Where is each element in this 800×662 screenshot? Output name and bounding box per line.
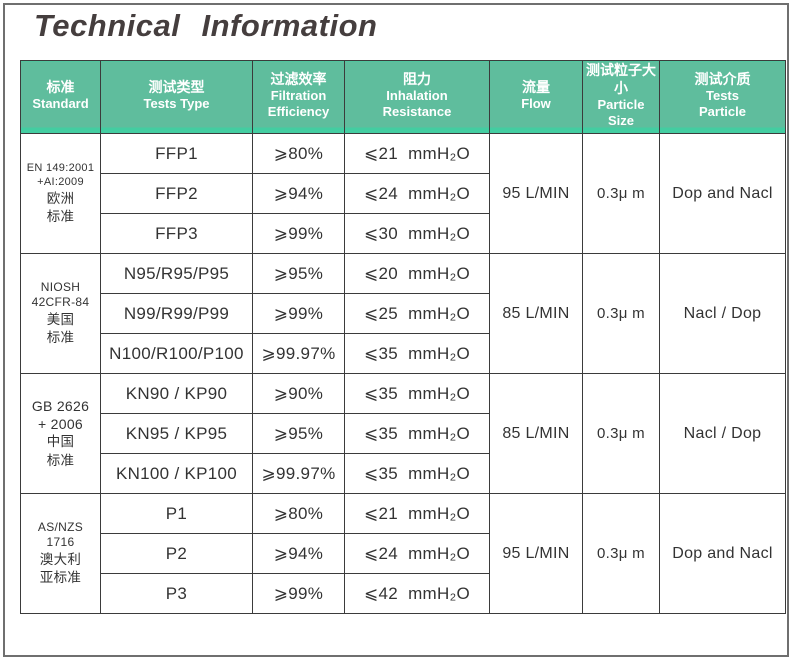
flow-cell: 95 L/MIN: [489, 133, 583, 254]
resistance-cell: ⩽35 mmH₂O: [344, 453, 490, 494]
standard-code: EN 149:2001 +AI:2009: [26, 161, 95, 189]
flow-cell: 95 L/MIN: [489, 493, 583, 614]
standard-code: GB 2626 + 2006: [31, 398, 90, 433]
test-particle-cell: Nacl / Dop: [659, 373, 786, 494]
table-row: EN 149:2001 +AI:2009 欧洲 标准 FFP1 ⩾80% ⩽21…: [20, 133, 786, 254]
resistance-cell: ⩽42 mmH₂O: [344, 573, 490, 614]
header-zh-tests-particle: 测试介质: [694, 71, 751, 87]
standard-code: AS/NZS 1716: [37, 519, 84, 550]
table-row: P2 ⩾94% ⩽24 mmH₂O: [21, 533, 786, 574]
efficiency-cell: ⩾95%: [252, 413, 345, 454]
resistance-cell: ⩽24 mmH₂O: [344, 173, 490, 214]
column-header-tests-particle: 测试介质 Tests Particle: [659, 60, 786, 134]
header-zh-flow: 流量: [522, 79, 550, 95]
header-zh-tests-type: 测试类型: [148, 79, 205, 95]
standard-name: 中国 标准: [46, 434, 75, 468]
table-row: NIOSH 42CFR-84 美国 标准 N95/R95/P95 ⩾95% ⩽2…: [20, 253, 786, 374]
test-type-cell: FFP2: [100, 173, 253, 214]
efficiency-cell: ⩾90%: [252, 373, 345, 414]
test-type-cell: FFP3: [100, 213, 253, 254]
test-type-cell: KN100 / KP100: [100, 453, 253, 494]
header-zh-filtration: 过滤效率: [270, 71, 327, 87]
standard-name: 澳大利 亚标准: [39, 551, 82, 586]
efficiency-cell: ⩾99.97%: [252, 333, 345, 374]
table-header: 标准 Standard 测试类型 Tests Type 过滤效率 Filtrat…: [20, 60, 786, 134]
page-title: Technical Information: [34, 8, 378, 43]
flow-cell: 85 L/MIN: [489, 373, 583, 494]
test-type-cell: P3: [100, 573, 253, 614]
resistance-cell: ⩽20 mmH₂O: [344, 253, 490, 294]
test-type-cell: P1: [100, 493, 253, 534]
column-header-filtration-efficiency: 过滤效率 Filtration Efficiency: [252, 60, 345, 134]
test-type-cell: KN95 / KP95: [100, 413, 253, 454]
header-en-tests-type: Tests Type: [143, 96, 210, 111]
resistance-cell: ⩽30 mmH₂O: [344, 213, 490, 254]
header-en-filtration: Filtration Efficiency: [267, 88, 330, 119]
test-type-cell: N99/R99/P99: [100, 293, 253, 334]
resistance-cell: ⩽25 mmH₂O: [344, 293, 490, 334]
test-type-cell: FFP1: [100, 133, 253, 174]
standard-cell: AS/NZS 1716 澳大利 亚标准: [20, 493, 101, 614]
particle-size-cell: 0.3μ m: [582, 133, 660, 254]
efficiency-cell: ⩾99%: [252, 293, 345, 334]
table-row: FFP3 ⩾99% ⩽30 mmH₂O: [21, 213, 786, 254]
column-header-standard: 标准 Standard: [20, 60, 101, 134]
resistance-cell: ⩽35 mmH₂O: [344, 413, 490, 454]
standard-cell: GB 2626 + 2006 中国 标准: [20, 373, 101, 494]
particle-size-cell: 0.3μ m: [582, 493, 660, 614]
header-en-standard: Standard: [32, 96, 89, 111]
flow-cell: 85 L/MIN: [489, 253, 583, 374]
resistance-cell: ⩽35 mmH₂O: [344, 333, 490, 374]
test-particle-cell: Nacl / Dop: [659, 253, 786, 374]
test-type-cell: P2: [100, 533, 253, 574]
standard-group-american: NIOSH 42CFR-84 美国 标准 N95/R95/P95 ⩾95% ⩽2…: [20, 253, 786, 374]
column-header-particle-size: 测试粒子大小 Particle Size: [582, 60, 660, 134]
column-header-flow: 流量 Flow: [489, 60, 583, 134]
header-en-flow: Flow: [521, 96, 551, 111]
header-zh-particle-size: 测试粒子大小: [586, 62, 656, 96]
efficiency-cell: ⩾99%: [252, 573, 345, 614]
standard-code: NIOSH 42CFR-84: [31, 279, 90, 310]
efficiency-cell: ⩾94%: [252, 533, 345, 574]
standard-cell: NIOSH 42CFR-84 美国 标准: [20, 253, 101, 374]
efficiency-cell: ⩾95%: [252, 253, 345, 294]
header-zh-resistance: 阻力: [403, 71, 431, 87]
header-zh-standard: 标准: [46, 79, 75, 95]
particle-size-cell: 0.3μ m: [582, 373, 660, 494]
test-type-cell: N100/R100/P100: [100, 333, 253, 374]
efficiency-cell: ⩾80%: [252, 493, 345, 534]
spec-table: 标准 Standard 测试类型 Tests Type 过滤效率 Filtrat…: [20, 60, 786, 614]
standard-group-australian: AS/NZS 1716 澳大利 亚标准 P1 ⩾80% ⩽21 mmH₂O 95…: [20, 493, 786, 614]
column-header-tests-type: 测试类型 Tests Type: [100, 60, 253, 134]
test-type-cell: KN90 / KP90: [100, 373, 253, 414]
standard-name: 美国 标准: [46, 311, 75, 346]
header-en-particle-size: Particle Size: [597, 97, 645, 128]
test-particle-cell: Dop and Nacl: [659, 133, 786, 254]
efficiency-cell: ⩾94%: [252, 173, 345, 214]
table-row: P3 ⩾99% ⩽42 mmH₂O: [21, 573, 786, 614]
table-row: KN100 / KP100 ⩾99.97% ⩽35 mmH₂O: [21, 453, 786, 494]
standard-group-chinese: GB 2626 + 2006 中国 标准 KN90 / KP90 ⩾90% ⩽3…: [20, 373, 786, 494]
test-particle-cell: Dop and Nacl: [659, 493, 786, 614]
table-row: GB 2626 + 2006 中国 标准 KN90 / KP90 ⩾90% ⩽3…: [20, 373, 786, 494]
resistance-cell: ⩽24 mmH₂O: [344, 533, 490, 574]
table-row: AS/NZS 1716 澳大利 亚标准 P1 ⩾80% ⩽21 mmH₂O 95…: [20, 493, 786, 614]
efficiency-cell: ⩾99.97%: [252, 453, 345, 494]
standard-group-european: EN 149:2001 +AI:2009 欧洲 标准 FFP1 ⩾80% ⩽21…: [20, 133, 786, 254]
resistance-cell: ⩽35 mmH₂O: [344, 373, 490, 414]
column-header-inhalation-resistance: 阻力 Inhalation Resistance: [344, 60, 490, 134]
efficiency-cell: ⩾99%: [252, 213, 345, 254]
table-row: FFP2 ⩾94% ⩽24 mmH₂O: [21, 173, 786, 214]
particle-size-cell: 0.3μ m: [582, 253, 660, 374]
header-en-resistance: Inhalation Resistance: [382, 88, 452, 119]
resistance-cell: ⩽21 mmH₂O: [344, 133, 490, 174]
efficiency-cell: ⩾80%: [252, 133, 345, 174]
resistance-cell: ⩽21 mmH₂O: [344, 493, 490, 534]
standard-name: 欧洲 标准: [46, 190, 75, 224]
standard-cell: EN 149:2001 +AI:2009 欧洲 标准: [20, 133, 101, 254]
test-type-cell: N95/R95/P95: [100, 253, 253, 294]
header-en-tests-particle: Tests Particle: [699, 88, 746, 119]
